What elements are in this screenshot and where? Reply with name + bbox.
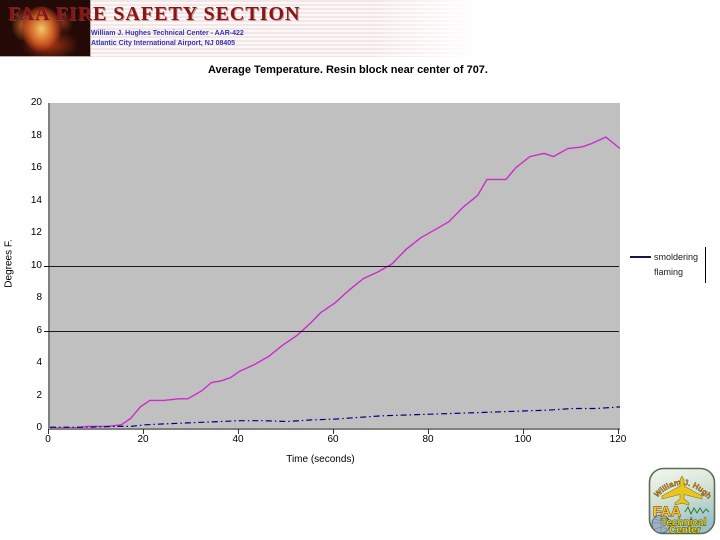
x-tick-mark (428, 429, 429, 434)
header-subtitle-1: William J. Hughes Technical Center - AAR… (91, 30, 244, 37)
smoldering-line-sample-icon (630, 255, 651, 258)
x-tick-mark (523, 429, 524, 434)
globe-grid-lines (652, 515, 670, 533)
legend-entry-smoldering: smoldering (630, 249, 705, 264)
fire-photo (0, 0, 91, 57)
y-tick-label: 14 (30, 194, 42, 206)
logo-center-text: Center (669, 525, 701, 535)
x-tick-label: 100 (514, 434, 532, 445)
x-tick-label: 80 (422, 434, 434, 445)
header-title: FAA FIRE SAFETY SECTION (8, 3, 301, 25)
logo-faa-text: FAA (653, 503, 681, 519)
series-line-flaming (50, 136, 620, 428)
x-tick-mark (48, 429, 49, 434)
airplane-icon (661, 475, 703, 506)
x-tick-mark (618, 429, 619, 434)
y-tick-label: 10 (30, 259, 42, 271)
x-tick-mark (333, 429, 334, 434)
plot-area (48, 103, 620, 430)
y-tick-label: 12 (30, 227, 42, 238)
legend-label-smoldering: smoldering (654, 251, 699, 262)
y-tick-label: 18 (30, 129, 42, 141)
y-tick-label: 16 (30, 162, 42, 173)
y-tick-label: 4 (36, 357, 42, 368)
x-tick-label: 120 (609, 434, 627, 445)
chart-title: Average Temperature. Resin block near ce… (207, 64, 488, 76)
x-tick-label: 40 (232, 434, 244, 445)
header-subtitle-2: Atlantic City International Airport, NJ … (91, 40, 236, 47)
faa-technical-center-logo: William J. Hughes FAA Technical Center (648, 467, 716, 535)
y-tick-label: 2 (36, 389, 42, 401)
x-axis-title: Time (seconds) (286, 454, 355, 465)
y-tick-label: 8 (36, 292, 42, 303)
flaming-line-sample-icon (630, 271, 651, 273)
legend: smoldering flaming (630, 247, 706, 283)
x-tick-label: 0 (45, 434, 51, 445)
header-banner: FAA FIRE SAFETY SECTION William J. Hughe… (0, 0, 720, 57)
y-tick-label: 6 (36, 324, 42, 336)
legend-entry-flaming: flaming (630, 264, 705, 279)
x-tick-mark (143, 429, 144, 434)
y-tick-label: 0 (36, 422, 42, 433)
legend-label-flaming: flaming (654, 266, 684, 277)
logo-technical-text: Technical (661, 518, 707, 529)
x-tick-label: 60 (327, 434, 339, 445)
waveform-icon (684, 505, 710, 516)
x-tick-mark (238, 429, 239, 434)
gridline-y-10 (44, 265, 619, 267)
y-tick-label: 20 (30, 97, 42, 108)
x-tick-label: 20 (137, 434, 149, 445)
gridline-y-6 (44, 330, 619, 332)
series-plot (50, 136, 620, 428)
series-line-smoldering (50, 406, 620, 428)
